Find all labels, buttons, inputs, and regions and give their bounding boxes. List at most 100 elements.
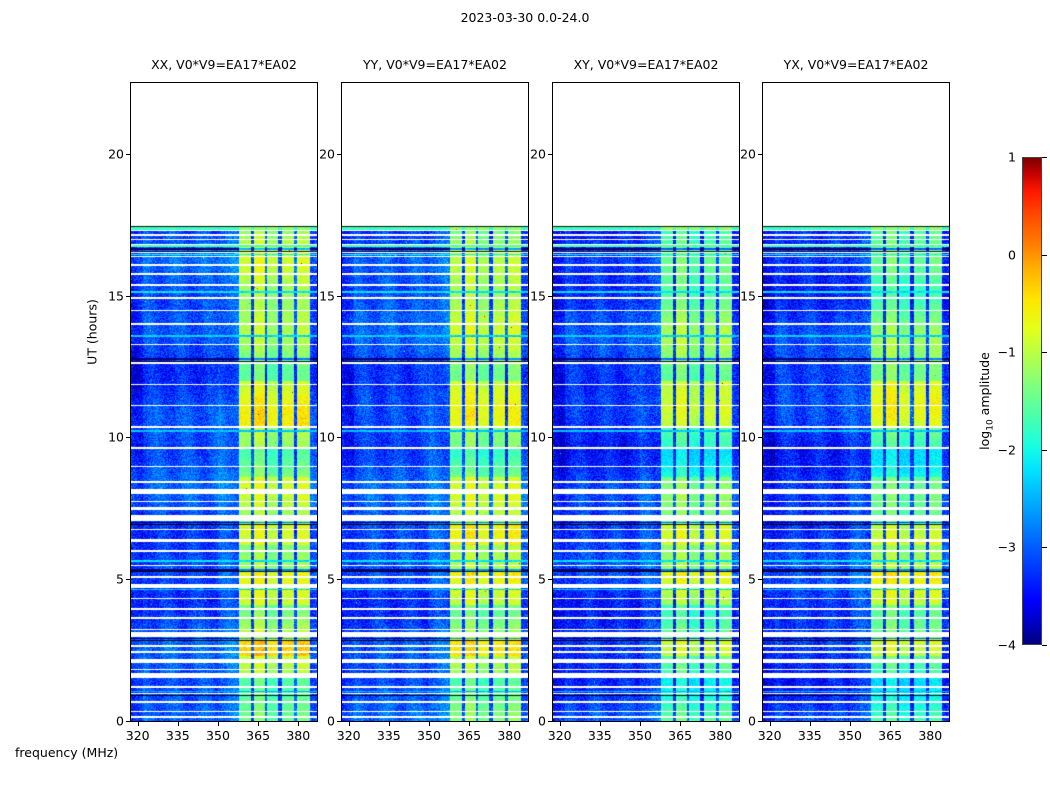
subplot-panel-xx[interactable]: XX, V0*V9=EA17*EA02 320 335 350 365 380 <box>126 57 318 743</box>
axes-frame <box>552 82 740 722</box>
colorbar[interactable]: −4 −3 −2 −1 0 1 log10 amplitude <box>977 150 1047 653</box>
x-tick-mark <box>809 722 811 726</box>
x-tick-label: 365 <box>246 728 271 743</box>
colorbar-tick-mark <box>1042 547 1047 549</box>
axes-frame <box>341 82 529 722</box>
y-axis-label: UT (hours) <box>84 299 100 365</box>
x-tick-label: 380 <box>497 728 522 743</box>
x-tick-mark <box>639 722 641 726</box>
subplot-title: XX, V0*V9=EA17*EA02 <box>151 57 297 72</box>
y-tick-mark <box>758 153 762 155</box>
x-tick-mark <box>298 722 300 726</box>
y-tick-mark <box>758 437 762 439</box>
subplot-panel-xy[interactable]: XY, V0*V9=EA17*EA02 320 335 350 365 380 <box>548 57 740 743</box>
y-tick-label: 5 <box>327 571 335 587</box>
x-tick-mark <box>890 722 892 726</box>
colorbar-tick-label: 1 <box>1008 149 1016 165</box>
x-tick-label: 380 <box>286 728 311 743</box>
figure-suptitle: 2023-03-30 0.0-24.0 <box>460 10 590 25</box>
x-tick-mark <box>720 722 722 726</box>
x-tick-label: 350 <box>417 728 441 743</box>
spectrum-canvas <box>763 83 949 721</box>
x-tick-mark <box>680 722 682 726</box>
colorbar-tick-mark <box>1042 157 1047 158</box>
x-tick-label: 350 <box>838 728 862 743</box>
spectrum-canvas <box>342 83 528 721</box>
y-tick-label: 5 <box>116 571 124 587</box>
y-tick-mark <box>548 579 552 581</box>
x-tick-label: 335 <box>376 728 401 743</box>
y-tick-label: 10 <box>319 429 335 445</box>
x-tick-label: 335 <box>797 728 822 743</box>
axes-frame <box>762 82 950 722</box>
colorbar-tick-label: −2 <box>997 442 1016 458</box>
y-tick-mark <box>126 721 130 722</box>
y-tick-mark <box>126 437 130 439</box>
colorbar-tick-mark <box>1042 449 1047 451</box>
x-tick-label: 380 <box>708 728 733 743</box>
x-tick-label: 320 <box>547 728 572 743</box>
y-tick-label: 0 <box>748 713 756 729</box>
x-tick-label: 365 <box>668 728 693 743</box>
y-tick-label: 15 <box>740 288 756 304</box>
dynamic-spectrum-image <box>131 83 317 721</box>
y-tick-mark <box>548 721 552 722</box>
y-tick-label: 5 <box>538 571 546 587</box>
y-tick-mark <box>548 295 552 297</box>
x-tick-mark <box>258 722 260 726</box>
y-tick-mark <box>126 295 130 297</box>
y-tick-label: 15 <box>530 288 546 304</box>
subplot-title: YX, V0*V9=EA17*EA02 <box>783 57 929 72</box>
x-tick-mark <box>469 722 471 726</box>
x-tick-mark <box>599 722 601 726</box>
dynamic-spectrum-image <box>763 83 949 721</box>
y-tick-mark <box>126 153 130 155</box>
dynamic-spectrum-image <box>553 83 739 721</box>
colorbar-tick-label: −1 <box>997 344 1016 360</box>
colorbar-tick-label: −3 <box>997 539 1016 555</box>
y-tick-label: 20 <box>319 146 335 162</box>
x-axis-label: frequency (MHz) <box>15 745 119 760</box>
x-tick-mark <box>137 722 139 726</box>
subplot-title: YY, V0*V9=EA17*EA02 <box>363 57 507 72</box>
x-tick-mark <box>849 722 851 726</box>
x-tick-mark <box>348 722 350 726</box>
x-tick-label: 365 <box>878 728 903 743</box>
y-tick-label: 15 <box>319 288 335 304</box>
x-tick-label: 320 <box>757 728 782 743</box>
x-tick-mark <box>509 722 511 726</box>
y-tick-mark <box>337 153 341 155</box>
y-tick-label: 0 <box>116 713 124 729</box>
colorbar-tick-label: −4 <box>997 637 1016 653</box>
y-tick-mark <box>758 295 762 297</box>
x-tick-label: 350 <box>206 728 230 743</box>
y-tick-mark <box>548 437 552 439</box>
x-tick-mark <box>388 722 390 726</box>
x-tick-label: 350 <box>628 728 652 743</box>
x-tick-mark <box>930 722 932 726</box>
colorbar-tick-mark <box>1042 254 1047 256</box>
y-tick-label: 20 <box>740 146 756 162</box>
x-tick-mark <box>217 722 219 726</box>
x-tick-label: 320 <box>336 728 361 743</box>
spectrum-canvas <box>131 83 317 721</box>
y-tick-label: 10 <box>740 429 756 445</box>
y-tick-mark <box>337 295 341 297</box>
x-tick-mark <box>428 722 430 726</box>
y-tick-mark <box>337 579 341 581</box>
subplot-panel-yy[interactable]: YY, V0*V9=EA17*EA02 320 335 350 365 380 <box>337 57 529 743</box>
subplot-title: XY, V0*V9=EA17*EA02 <box>573 57 719 72</box>
y-tick-label: 0 <box>327 713 335 729</box>
colorbar-tick-mark <box>1042 645 1047 646</box>
y-tick-mark <box>758 579 762 581</box>
colorbar-gradient <box>1022 157 1042 645</box>
subplot-panel-yx[interactable]: YX, V0*V9=EA17*EA02 320 335 350 365 380 <box>758 57 950 743</box>
y-tick-label: 5 <box>748 571 756 587</box>
x-tick-label: 320 <box>125 728 150 743</box>
colorbar-tick-mark <box>1042 352 1047 354</box>
y-tick-label: 10 <box>530 429 546 445</box>
y-tick-label: 0 <box>538 713 546 729</box>
colorbar-tick-label: 0 <box>1008 247 1016 263</box>
x-tick-label: 380 <box>918 728 943 743</box>
